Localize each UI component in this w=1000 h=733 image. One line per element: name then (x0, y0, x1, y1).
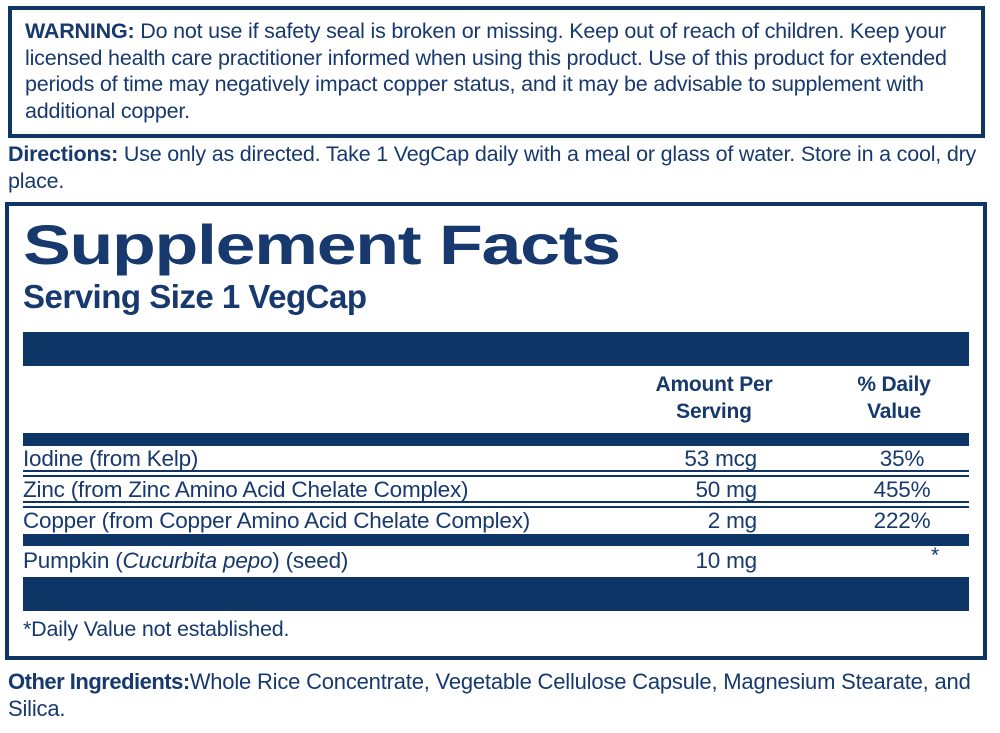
serving-size: Serving Size 1 VegCap (23, 278, 367, 315)
directions-text: Directions: Use only as directed. Take 1… (8, 142, 977, 193)
nutrient-daily-value: 455% (873, 477, 931, 502)
column-header-amount: Amount Per Serving (655, 373, 773, 423)
nutrient-name: Iodine (from Kelp) (23, 446, 199, 471)
nutrient-amount: 53 mcg (684, 446, 757, 471)
table-row-pumpkin: Pumpkin (Cucurbita pepo) (seed) 10 mg * (23, 544, 969, 576)
divider-bar-middle (23, 534, 969, 546)
supplement-facts-panel: Supplement Facts Serving Size 1 VegCap A… (5, 202, 987, 660)
other-ingredients-heading: Other Ingredients: (8, 669, 190, 694)
divider-bar-header (23, 433, 969, 446)
nutrient-amount: 50 mg (695, 477, 757, 502)
directions-heading: Directions: (8, 142, 119, 166)
directions-section: Directions: Use only as directed. Take 1… (8, 141, 988, 194)
nutrient-daily-value-asterisk: * (931, 544, 939, 567)
nutrient-name: Copper (from Copper Amino Acid Chelate C… (23, 508, 531, 533)
divider-bar-top (23, 332, 969, 366)
botanical-name: Cucurbita pepo (122, 548, 273, 573)
nutrient-name: Pumpkin (Cucurbita pepo) (seed) (23, 548, 349, 573)
table-row-copper: Copper (from Copper Amino Acid Chelate C… (23, 508, 969, 534)
warning-text: WARNING: Do not use if safety seal is br… (25, 19, 947, 123)
nutrient-daily-value: 35% (879, 446, 925, 471)
nutrient-amount: 2 mg (707, 508, 757, 533)
facts-column-headers: Amount Per Serving % Daily Value (23, 366, 969, 428)
nutrient-name: Zinc (from Zinc Amino Acid Chelate Compl… (23, 477, 469, 502)
table-row-iodine: Iodine (from Kelp) 53 mcg 35% (23, 446, 969, 477)
daily-value-footnote: *Daily Value not established. (23, 617, 290, 641)
nutrient-daily-value: 222% (873, 508, 931, 533)
supplement-facts-title: Supplement Facts (23, 213, 621, 276)
warning-box: WARNING: Do not use if safety seal is br… (8, 6, 985, 138)
column-header-daily-value: % Daily Value (857, 373, 931, 423)
other-ingredients-section: Other Ingredients:Whole Rice Concentrate… (8, 668, 995, 722)
warning-heading: WARNING: (25, 19, 135, 43)
other-ingredients-text: Other Ingredients:Whole Rice Concentrate… (8, 669, 971, 721)
table-row-zinc: Zinc (from Zinc Amino Acid Chelate Compl… (23, 477, 969, 508)
divider-bar-bottom (23, 577, 969, 611)
nutrient-amount: 10 mg (695, 548, 757, 573)
